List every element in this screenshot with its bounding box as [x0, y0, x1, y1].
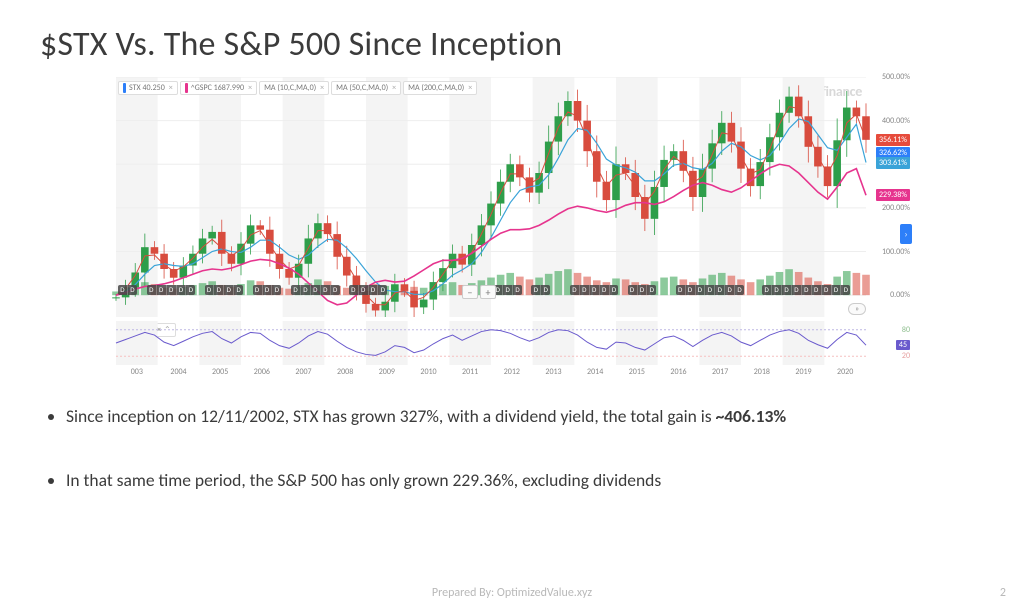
legend-label: MA (10,C,MA,0) [264, 83, 316, 93]
y-tick-label: 100.00% [882, 247, 910, 257]
close-icon[interactable]: × [392, 83, 396, 93]
nav-right-button[interactable]: › [900, 224, 912, 244]
price-chart: STX 40.250×^GSPC 1687.990×MA (10,C,MA,0)… [112, 77, 912, 317]
x-tick-label: 2009 [379, 367, 395, 377]
x-tick-label: 2011 [462, 367, 478, 377]
scroll-more-button[interactable]: » [848, 303, 866, 315]
legend-chip[interactable]: STX 40.250 × [118, 81, 178, 95]
legend-chip[interactable]: MA (50,C,MA,0) × [331, 81, 401, 95]
close-icon[interactable]: × [248, 83, 252, 93]
x-tick-label: 2004 [170, 367, 186, 377]
rsi-svg [112, 321, 912, 365]
x-tick-label: 2020 [837, 367, 853, 377]
y-tick-label: 500.00% [882, 72, 910, 82]
y-tick-label: 200.00% [882, 203, 910, 213]
x-tick-label: 2018 [754, 367, 770, 377]
bullet-item: In that same time period, the S&P 500 ha… [66, 469, 984, 493]
price-tag: 303.61% [876, 157, 910, 169]
x-tick-label: 2016 [670, 367, 686, 377]
rsi-panel: RSI (14,C) × ⌃ 802045 [112, 321, 912, 365]
x-tick-label: 2012 [504, 367, 520, 377]
x-tick-label: 2019 [795, 367, 811, 377]
bullet-text: In that same time period, the S&P 500 ha… [66, 469, 661, 491]
chart-container: STX 40.250×^GSPC 1687.990×MA (10,C,MA,0)… [112, 77, 912, 383]
price-chart-svg [112, 77, 912, 317]
close-icon[interactable]: × [169, 83, 173, 93]
x-tick-label: 2013 [545, 367, 561, 377]
page-number: 2 [1000, 586, 1006, 600]
legend-chip[interactable]: ^GSPC 1687.990 × [180, 81, 257, 95]
bullet-bold: ~406.13% [716, 405, 787, 427]
legend-swatch [185, 83, 188, 93]
slide-title: $STX Vs. The S&P 500 Since Inception [40, 24, 984, 65]
bullet-list: Since inception on 12/11/2002, STX has g… [40, 405, 984, 492]
close-icon[interactable]: × [320, 83, 324, 93]
legend-label: ^GSPC 1687.990 [191, 83, 244, 93]
legend-label: STX 40.250 [129, 83, 165, 93]
x-tick-label: 2010 [420, 367, 436, 377]
rsi-label: 80 [902, 325, 910, 335]
x-tick-label: 2014 [587, 367, 603, 377]
legend-swatch [123, 83, 126, 93]
legend-chip[interactable]: MA (200,C,MA,0) × [403, 81, 477, 95]
x-tick-label: 003 [131, 367, 143, 377]
y-tick-label: 400.00% [882, 116, 910, 126]
price-tag: 229.38% [876, 189, 910, 201]
rsi-label: 20 [902, 351, 910, 361]
x-tick-label: 2006 [254, 367, 270, 377]
slide: $STX Vs. The S&P 500 Since Inception STX… [0, 0, 1024, 608]
legend-label: MA (50,C,MA,0) [336, 83, 388, 93]
bullet-text: Since inception on 12/11/2002, STX has g… [66, 405, 716, 427]
footer-text: Prepared By: OptimizedValue.xyz [0, 586, 1024, 600]
legend-label: MA (200,C,MA,0) [408, 83, 464, 93]
legend-chip[interactable]: MA (10,C,MA,0) × [259, 81, 329, 95]
zoom-out-button[interactable]: − [462, 285, 478, 299]
x-tick-label: 2008 [337, 367, 353, 377]
bullet-item: Since inception on 12/11/2002, STX has g… [66, 405, 984, 429]
x-tick-label: 2005 [212, 367, 228, 377]
x-tick-label: 2007 [295, 367, 311, 377]
x-tick-label: 2015 [629, 367, 645, 377]
close-icon[interactable]: × [468, 83, 472, 93]
x-tick-label: 2017 [712, 367, 728, 377]
zoom-in-button[interactable]: + [480, 285, 496, 299]
zoom-controls[interactable]: − + [462, 285, 496, 299]
price-tag: 356.11% [876, 134, 910, 146]
legend-row: STX 40.250×^GSPC 1687.990×MA (10,C,MA,0)… [118, 81, 477, 95]
y-tick-label: 0.00% [890, 290, 910, 300]
x-axis: 003 2004 2005 2006 2007 2008 2009 2010 2011 2012 2… [112, 367, 912, 383]
rsi-value-tag: 45 [896, 340, 910, 350]
y-axis: 0.00%100.00%200.00%300.00%400.00%500.00%… [868, 77, 912, 317]
